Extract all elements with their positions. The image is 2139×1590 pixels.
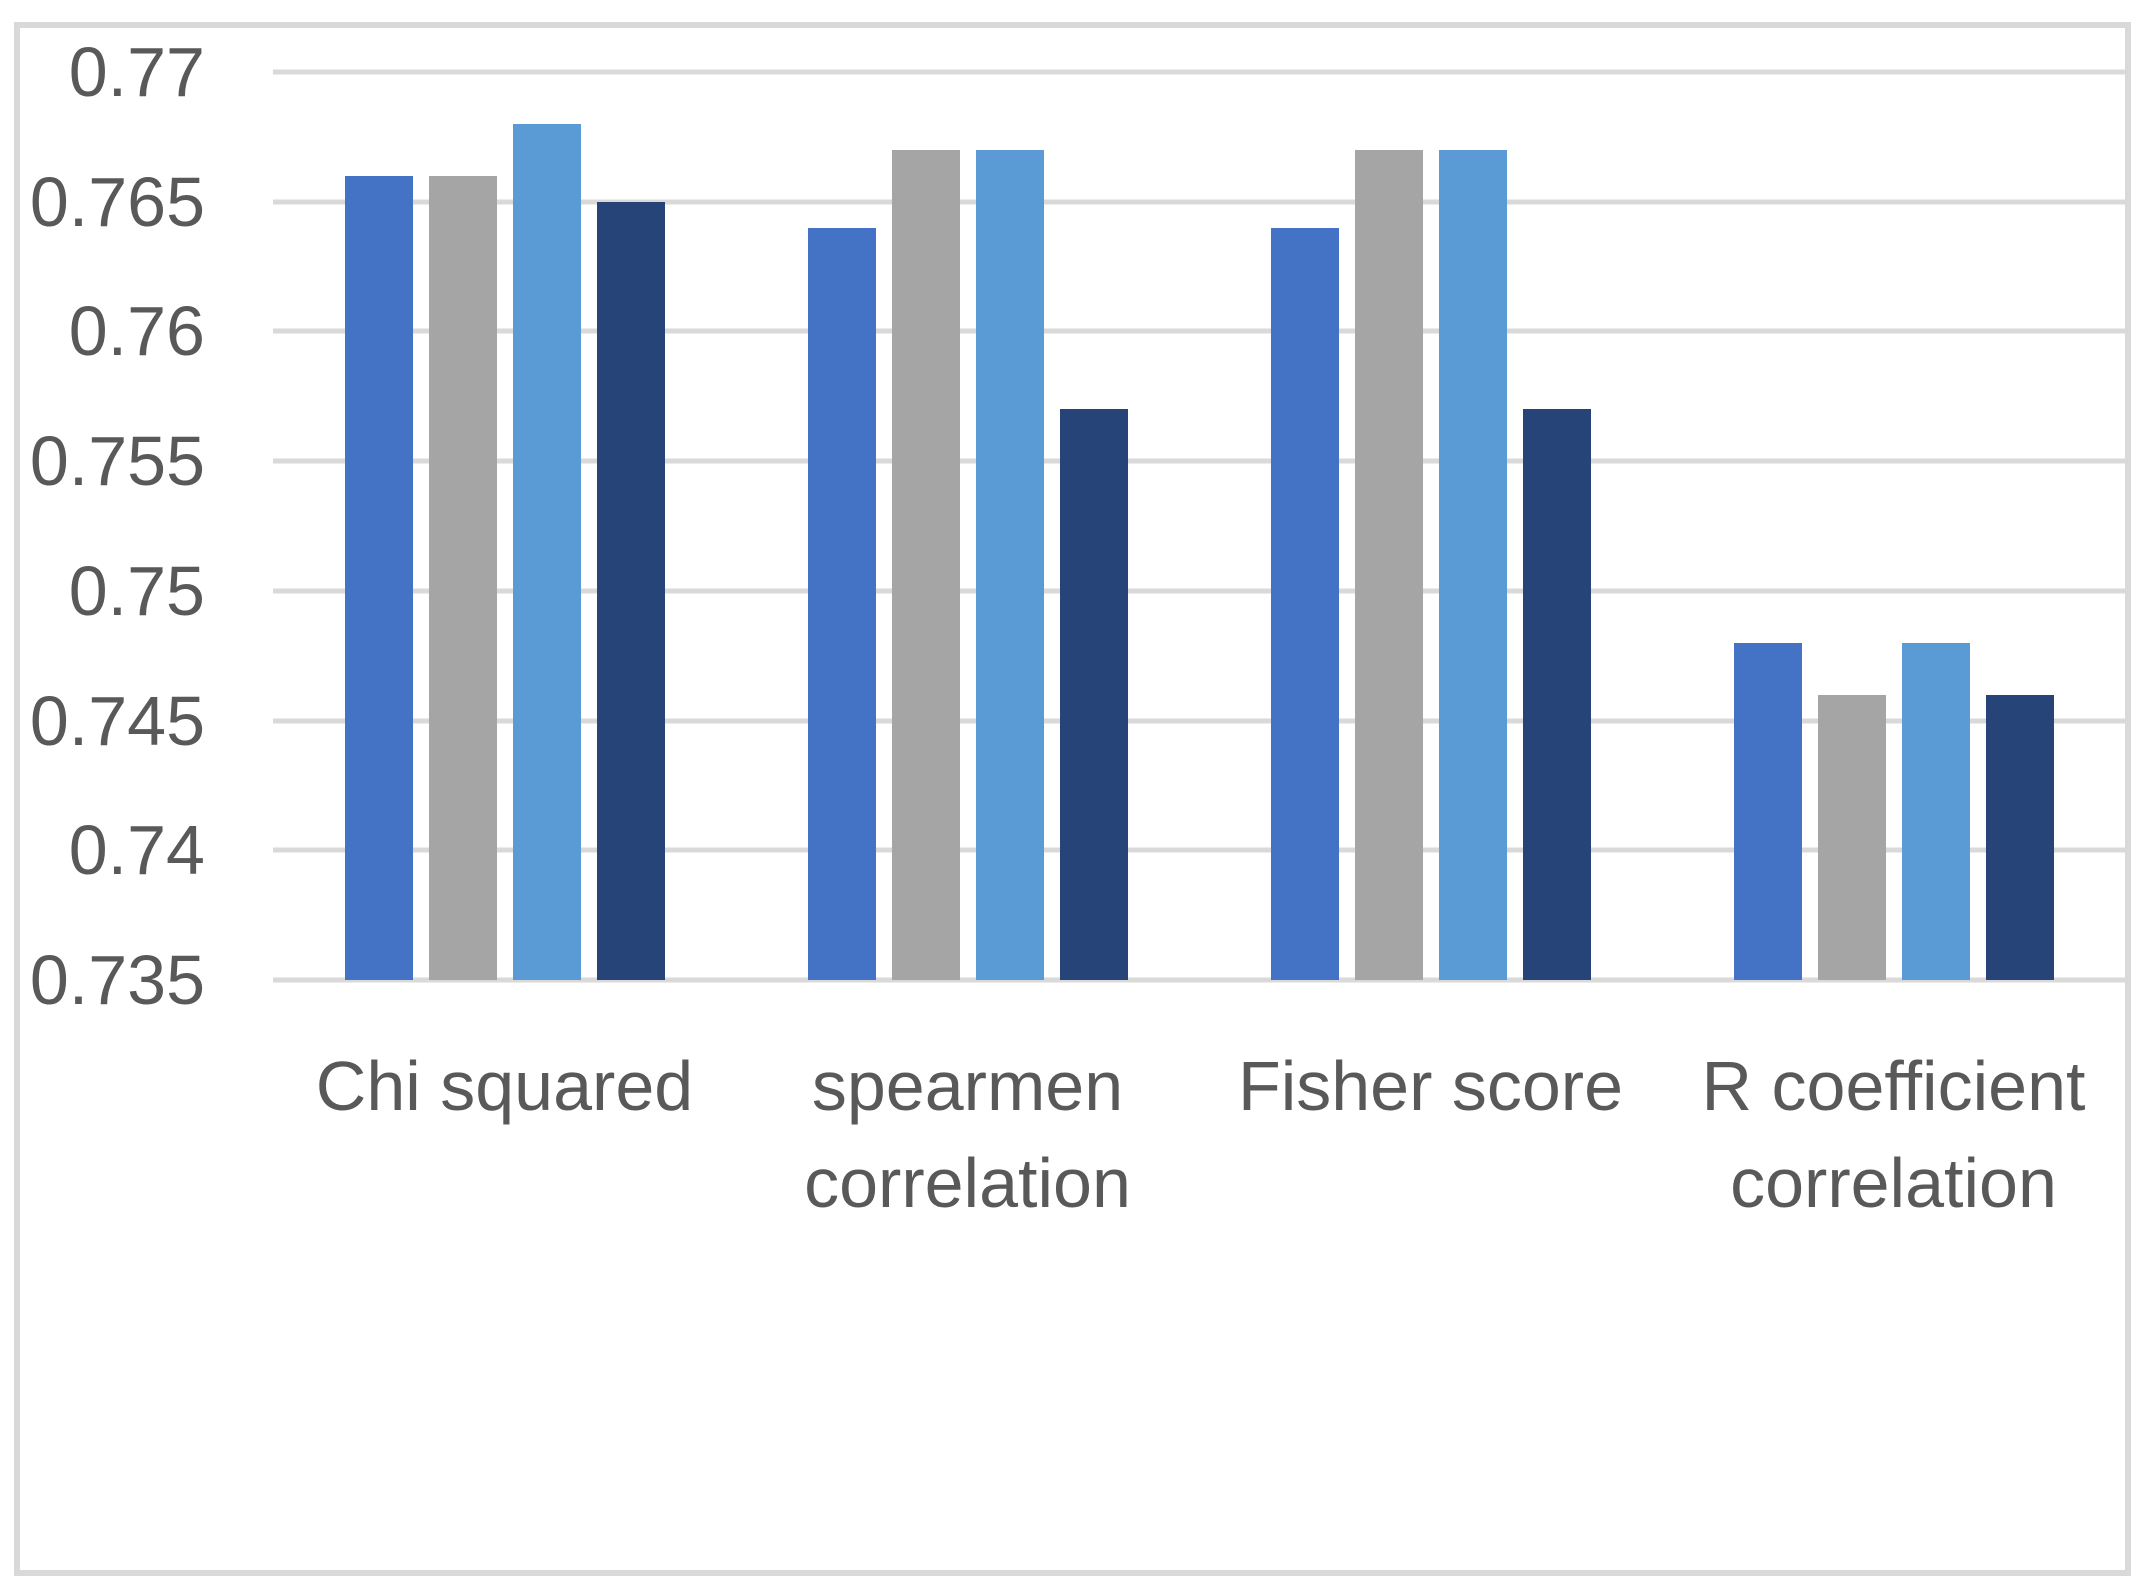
gridline <box>273 328 2125 334</box>
y-tick-label: 0.74 <box>68 811 205 890</box>
gridline <box>273 199 2125 205</box>
x-category-label: R coefficient correlation <box>1701 1047 2086 1222</box>
gridline <box>273 718 2125 724</box>
bar-light-blue <box>1438 149 1507 980</box>
gridline <box>273 588 2125 594</box>
bar-light-blue <box>512 123 581 980</box>
x-category-label: Fisher score <box>1237 1047 1624 1125</box>
y-tick-label: 0.755 <box>29 422 205 501</box>
y-tick-label: 0.745 <box>29 681 205 760</box>
bar-blue <box>344 175 413 980</box>
y-tick-label: 0.76 <box>68 292 205 371</box>
bar-dark-blue <box>596 201 665 980</box>
bar-dark-blue <box>1522 409 1591 980</box>
bar-blue <box>1270 227 1339 980</box>
gridline <box>273 458 2125 464</box>
bar-light-blue <box>975 149 1044 980</box>
bar-dark-blue <box>1059 409 1128 980</box>
y-tick-label: 0.75 <box>68 551 205 630</box>
bar-gray <box>428 175 497 980</box>
x-category-label: spearmen correlation <box>804 1047 1131 1222</box>
bar-gray <box>1354 149 1423 980</box>
y-tick-label: 0.735 <box>29 941 205 1019</box>
bar-blue <box>807 227 876 980</box>
x-category-label: Chi squared <box>315 1047 694 1125</box>
y-tick-label: 0.765 <box>29 162 205 241</box>
bar-gray <box>891 149 960 980</box>
bar-gray <box>1817 694 1886 980</box>
bar-dark-blue <box>1985 694 2054 980</box>
bar-blue <box>1733 642 1802 980</box>
gridline <box>273 977 2125 983</box>
y-tick-label: 0.77 <box>68 33 205 111</box>
gridline <box>273 847 2125 853</box>
gridline <box>273 69 2125 75</box>
bar-light-blue <box>1901 642 1970 980</box>
